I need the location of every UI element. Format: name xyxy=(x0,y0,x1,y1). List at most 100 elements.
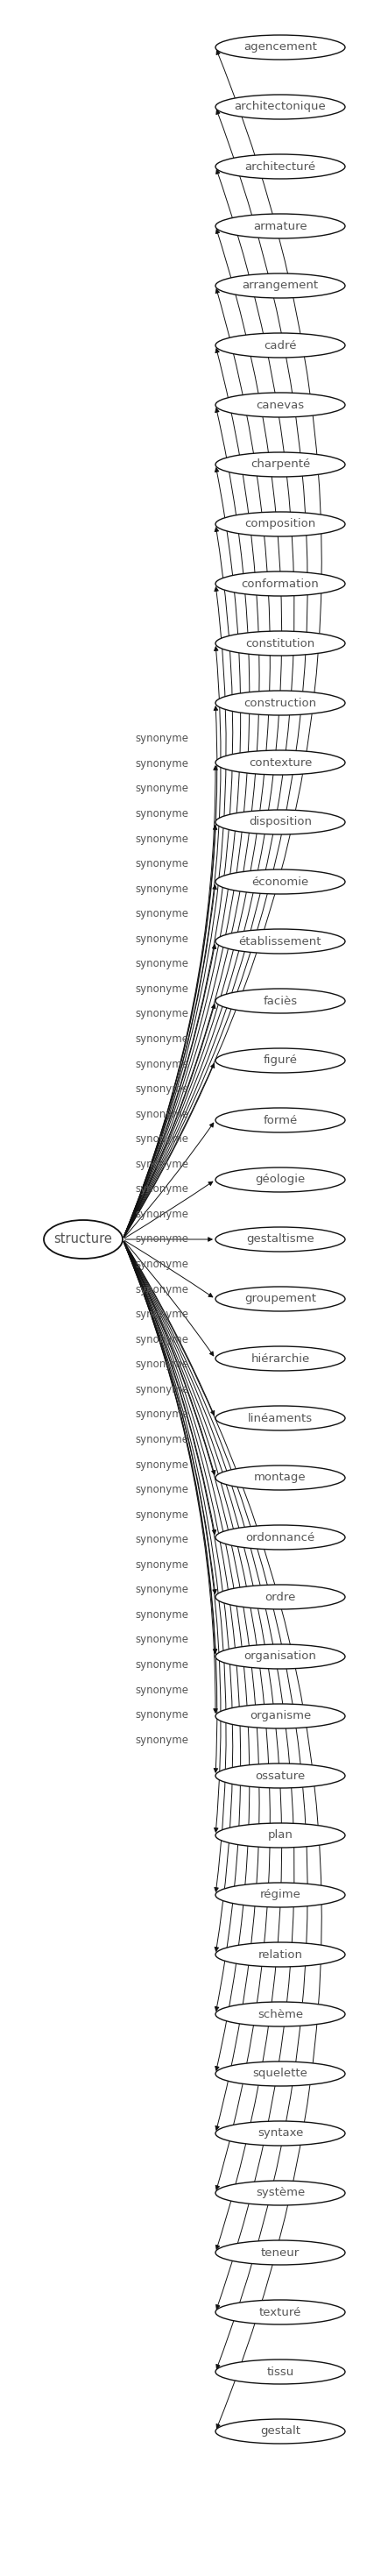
Text: synonyme: synonyme xyxy=(135,1108,188,1121)
Text: économie: économie xyxy=(252,876,309,889)
Text: schème: schème xyxy=(258,2009,303,2020)
Ellipse shape xyxy=(215,572,345,595)
Ellipse shape xyxy=(215,1226,345,1252)
Text: ordre: ordre xyxy=(265,1592,296,1602)
Ellipse shape xyxy=(215,36,345,59)
Text: contexture: contexture xyxy=(249,757,312,768)
Text: syntaxe: syntaxe xyxy=(257,2128,303,2138)
Text: gestaltisme: gestaltisme xyxy=(246,1234,314,1244)
Text: construction: construction xyxy=(244,698,317,708)
Text: synonyme: synonyme xyxy=(135,734,188,744)
Text: synonyme: synonyme xyxy=(135,1510,188,1520)
Text: faciès: faciès xyxy=(263,994,298,1007)
Text: synonyme: synonyme xyxy=(135,1334,188,1345)
Text: synonyme: synonyme xyxy=(135,933,188,945)
Ellipse shape xyxy=(215,453,345,477)
Text: architecturé: architecturé xyxy=(245,160,316,173)
Text: synonyme: synonyme xyxy=(135,783,188,793)
Text: synonyme: synonyme xyxy=(135,1535,188,1546)
Text: organisme: organisme xyxy=(249,1710,311,1721)
Ellipse shape xyxy=(215,809,345,835)
Text: disposition: disposition xyxy=(249,817,312,827)
Text: géologie: géologie xyxy=(255,1175,305,1185)
Text: squelette: squelette xyxy=(253,2069,308,2079)
Text: synonyme: synonyme xyxy=(135,1084,188,1095)
Ellipse shape xyxy=(215,155,345,178)
Ellipse shape xyxy=(215,631,345,657)
Text: conformation: conformation xyxy=(241,577,319,590)
Text: synonyme: synonyme xyxy=(135,1059,188,1069)
Ellipse shape xyxy=(215,95,345,118)
Text: arrangement: arrangement xyxy=(242,281,319,291)
Ellipse shape xyxy=(44,1221,123,1260)
Ellipse shape xyxy=(215,1347,345,1370)
Text: synonyme: synonyme xyxy=(135,1610,188,1620)
Text: synonyme: synonyme xyxy=(135,1435,188,1445)
Ellipse shape xyxy=(215,2182,345,2205)
Ellipse shape xyxy=(215,750,345,775)
Ellipse shape xyxy=(215,1406,345,1430)
Ellipse shape xyxy=(215,989,345,1012)
Ellipse shape xyxy=(215,1584,345,1610)
Text: ordonnancé: ordonnancé xyxy=(246,1533,315,1543)
Text: synonyme: synonyme xyxy=(135,1710,188,1721)
Text: armature: armature xyxy=(253,222,307,232)
Text: constitution: constitution xyxy=(246,639,315,649)
Text: synonyme: synonyme xyxy=(135,1584,188,1595)
Text: plan: plan xyxy=(268,1829,293,1842)
Text: synonyme: synonyme xyxy=(135,984,188,994)
Text: ossature: ossature xyxy=(255,1770,305,1783)
Ellipse shape xyxy=(215,2120,345,2146)
Ellipse shape xyxy=(215,214,345,240)
Text: montage: montage xyxy=(254,1471,307,1484)
Text: organisation: organisation xyxy=(244,1651,317,1662)
Text: synonyme: synonyme xyxy=(135,1234,188,1244)
Text: agencement: agencement xyxy=(244,41,317,54)
Text: synonyme: synonyme xyxy=(135,1033,188,1046)
Text: canevas: canevas xyxy=(256,399,305,410)
Ellipse shape xyxy=(215,2419,345,2445)
Ellipse shape xyxy=(215,1048,345,1072)
Text: synonyme: synonyme xyxy=(135,1309,188,1319)
Text: synonyme: synonyme xyxy=(135,1458,188,1471)
Text: établissement: établissement xyxy=(239,935,322,948)
Text: synonyme: synonyme xyxy=(135,1133,188,1144)
Ellipse shape xyxy=(215,2300,345,2324)
Text: structure: structure xyxy=(54,1234,113,1247)
Text: synonyme: synonyme xyxy=(135,1208,188,1221)
Ellipse shape xyxy=(215,1942,345,1968)
Text: cadré: cadré xyxy=(264,340,297,350)
Text: synonyme: synonyme xyxy=(135,1159,188,1170)
Text: synonyme: synonyme xyxy=(135,1260,188,1270)
Ellipse shape xyxy=(215,690,345,716)
Ellipse shape xyxy=(215,1824,345,1847)
Text: linéaments: linéaments xyxy=(248,1412,313,1425)
Text: synonyme: synonyme xyxy=(135,832,188,845)
Ellipse shape xyxy=(215,1525,345,1551)
Ellipse shape xyxy=(215,2002,345,2027)
Text: composition: composition xyxy=(245,518,316,531)
Ellipse shape xyxy=(215,1765,345,1788)
Text: synonyme: synonyme xyxy=(135,1283,188,1296)
Text: synonyme: synonyme xyxy=(135,809,188,819)
Ellipse shape xyxy=(215,1883,345,1906)
Ellipse shape xyxy=(215,1643,345,1669)
Text: groupement: groupement xyxy=(244,1293,316,1303)
Text: synonyme: synonyme xyxy=(135,1633,188,1646)
Text: synonyme: synonyme xyxy=(135,858,188,871)
Text: synonyme: synonyme xyxy=(135,1358,188,1370)
Text: figuré: figuré xyxy=(263,1054,297,1066)
Text: synonyme: synonyme xyxy=(135,757,188,770)
Text: synonyme: synonyme xyxy=(135,1558,188,1571)
Text: gestalt: gestalt xyxy=(260,2427,300,2437)
Ellipse shape xyxy=(215,1703,345,1728)
Text: synonyme: synonyme xyxy=(135,1484,188,1497)
Ellipse shape xyxy=(215,2360,345,2383)
Text: tissu: tissu xyxy=(267,2367,294,2378)
Text: système: système xyxy=(256,2187,305,2200)
Ellipse shape xyxy=(215,392,345,417)
Text: texturé: texturé xyxy=(259,2306,301,2318)
Ellipse shape xyxy=(215,1108,345,1133)
Ellipse shape xyxy=(215,1167,345,1193)
Text: synonyme: synonyme xyxy=(135,958,188,969)
